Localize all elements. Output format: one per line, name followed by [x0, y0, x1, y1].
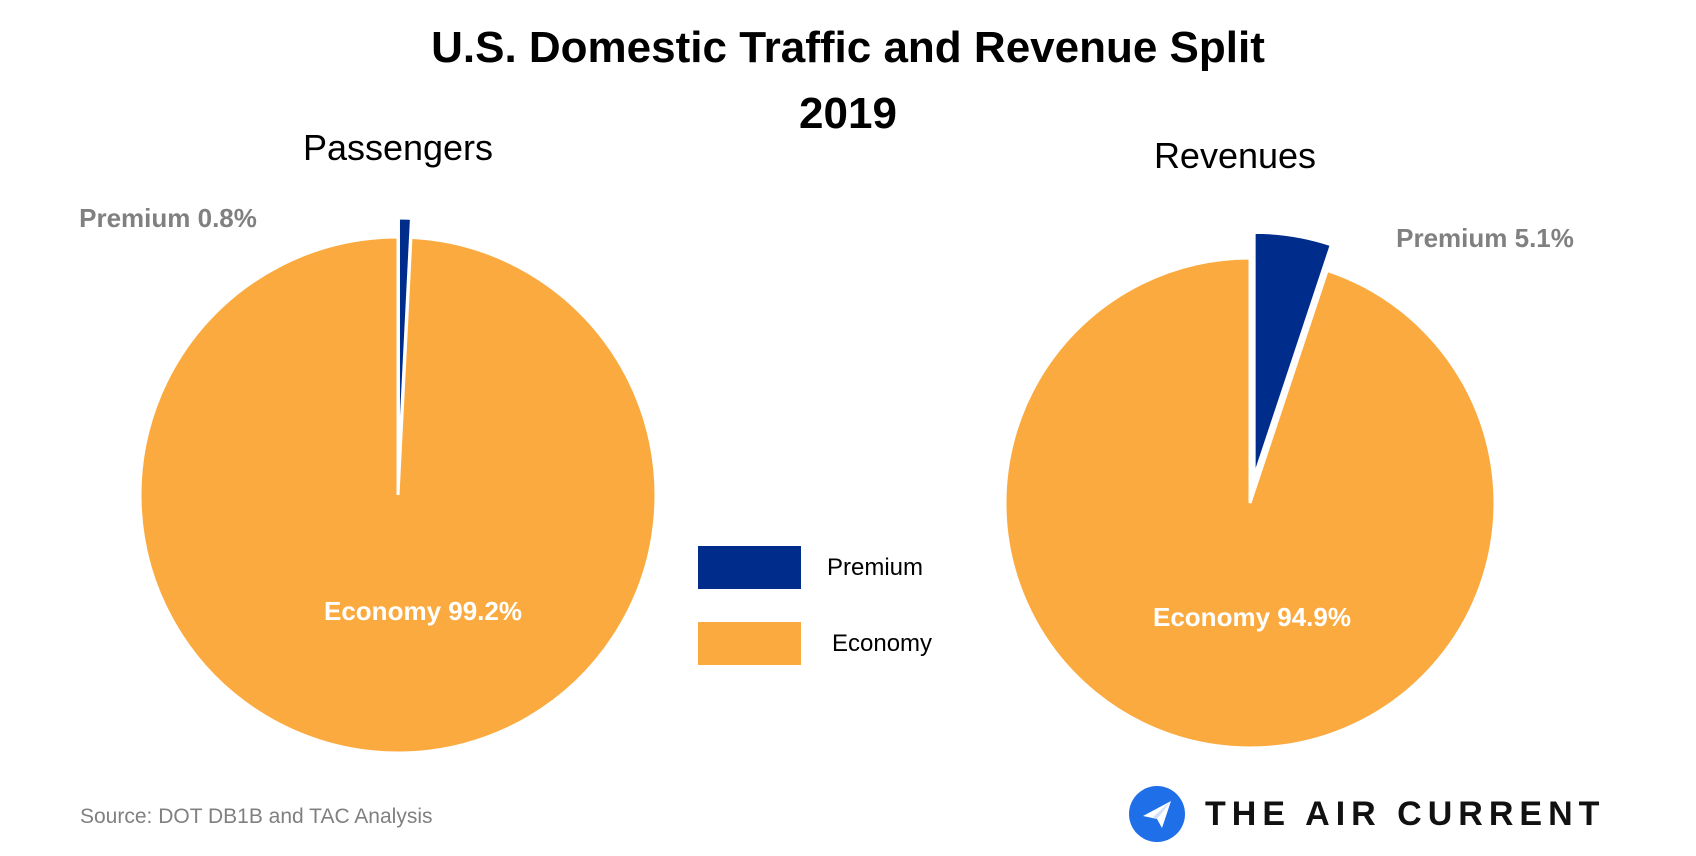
pie-slice-economy: [1003, 256, 1497, 750]
pie-title: Passengers: [303, 127, 493, 168]
legend-label-premium: Premium: [827, 554, 923, 581]
paper-plane-icon: [1129, 786, 1185, 842]
brand-name: THE AIR CURRENT: [1205, 794, 1606, 833]
legend-swatch-economy: [698, 622, 801, 665]
pie-slice-economy: [138, 235, 658, 755]
legend-label-economy: Economy: [832, 630, 932, 657]
data-label-premium: Premium 5.1%: [1396, 223, 1574, 253]
pie-slice-premium: [1252, 230, 1334, 478]
chart-title: U.S. Domestic Traffic and Revenue Split: [431, 23, 1265, 72]
data-label-premium: Premium 0.8%: [79, 203, 257, 233]
data-label-economy: Economy 94.9%: [1153, 602, 1351, 632]
chart-subtitle-year: 2019: [799, 89, 897, 138]
data-label-economy: Economy 99.2%: [324, 596, 522, 626]
pie-chart-passengers: Passengers Premium 0.8% Economy 99.2%: [79, 127, 658, 755]
pie-chart-revenues: Revenues Premium 5.1% Economy 94.9%: [1003, 135, 1574, 750]
source-note: Source: DOT DB1B and TAC Analysis: [80, 805, 433, 828]
legend-swatch-premium: [698, 546, 801, 589]
brand-logo: THE AIR CURRENT: [1129, 786, 1605, 842]
pie-title: Revenues: [1154, 135, 1316, 176]
legend: Premium Economy: [698, 546, 932, 665]
